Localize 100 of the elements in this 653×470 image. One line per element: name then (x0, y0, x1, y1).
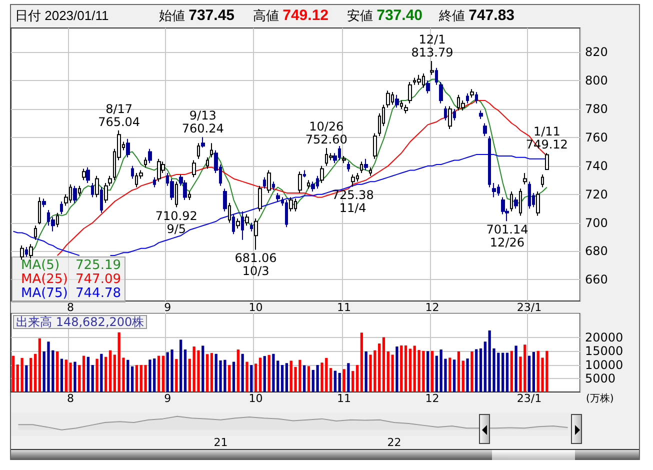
bar (268, 354, 270, 392)
bar (352, 371, 354, 392)
y-tick-label: 740 (585, 158, 608, 173)
series-label: MA(25) (21, 272, 68, 287)
bar (263, 356, 266, 392)
bar (144, 365, 147, 392)
candlestick (56, 212, 59, 228)
bar (130, 366, 134, 392)
bar (135, 365, 138, 392)
text: 終値 747.83 (439, 7, 515, 24)
candlestick (360, 161, 363, 174)
x-tick-label: 10 (248, 301, 263, 314)
candlestick (483, 122, 487, 137)
candlestick (78, 185, 81, 196)
bar (452, 360, 456, 392)
bar (162, 356, 164, 392)
bar (404, 345, 408, 392)
candlestick (126, 138, 130, 158)
bar (430, 350, 434, 392)
candlestick (528, 181, 531, 210)
bar (470, 351, 474, 392)
bar (391, 354, 394, 392)
bar (285, 363, 288, 392)
bar (303, 365, 306, 392)
bar (210, 353, 214, 392)
bar (179, 340, 182, 392)
candlestick (439, 82, 443, 104)
bar (126, 360, 130, 392)
candlestick (232, 214, 235, 235)
candlestick (404, 104, 408, 114)
annotation: 9/13 760.24 (182, 108, 224, 136)
y-tick-label: 720 (585, 187, 608, 202)
candlestick (241, 210, 244, 240)
bar (104, 356, 108, 392)
candlestick (276, 192, 280, 202)
text: 高値 749.12 (253, 7, 329, 24)
annotation: 747.09 (76, 272, 121, 287)
bar (100, 354, 103, 392)
bar (506, 352, 509, 392)
bar (426, 351, 430, 392)
bar (148, 360, 152, 392)
x-tick-label: 11 (337, 392, 352, 405)
bar (382, 337, 386, 392)
bar (184, 350, 187, 392)
annotation: 12/1 813.79 (411, 32, 454, 60)
candlestick (492, 182, 496, 198)
bar (175, 359, 178, 392)
candlestick (73, 185, 77, 204)
candlestick (175, 181, 178, 208)
candlestick (298, 171, 302, 194)
bar (307, 366, 310, 392)
bar (448, 358, 452, 392)
candlestick (192, 160, 196, 178)
bar (12, 356, 15, 392)
candlestick (223, 188, 227, 212)
bar (484, 342, 486, 392)
candlestick (245, 214, 249, 226)
candlestick (188, 191, 191, 201)
bar (396, 346, 398, 392)
candlestick (153, 176, 156, 188)
text: 始値 737.45 (159, 7, 235, 24)
annotation: 725.19 (76, 258, 121, 273)
bar (378, 344, 381, 392)
candlestick (272, 181, 275, 191)
candlestick (285, 200, 288, 228)
candlestick (545, 152, 549, 170)
annotation: 744.78 (76, 286, 121, 301)
bar (241, 354, 244, 392)
text: MA(75) (21, 286, 68, 301)
x-tick-label: 11 (337, 301, 352, 314)
candlestick (100, 186, 103, 214)
bar (60, 358, 64, 392)
annotation: 10/26 752.60 (305, 120, 348, 147)
candlestick (523, 172, 527, 185)
x-tick-label: 9 (164, 392, 172, 405)
series-label: MA(5) (21, 258, 60, 273)
candlestick (351, 174, 355, 188)
candlestick (236, 218, 240, 229)
candlestick (197, 142, 200, 160)
x-tick-label: 23/1 (516, 301, 542, 314)
candlestick (466, 92, 469, 104)
bar (532, 352, 536, 392)
bar (475, 349, 478, 392)
candlestick (320, 165, 324, 184)
bar (408, 348, 412, 392)
bar (254, 364, 258, 392)
chart-title: 日付 2023/01/11 (15, 7, 109, 25)
candlestick (228, 202, 231, 224)
bar (91, 365, 94, 392)
y-tick-label: 700 (585, 216, 608, 230)
bar (47, 342, 50, 392)
candlestick (42, 198, 46, 208)
candlestick (201, 136, 205, 148)
candlestick (470, 88, 474, 98)
bar (78, 365, 81, 392)
x-tick-label: 23/1 (516, 392, 542, 405)
candlestick (426, 80, 430, 94)
bar (108, 350, 112, 392)
y-tick-label: 10000 (585, 358, 624, 372)
candlestick (479, 110, 483, 120)
